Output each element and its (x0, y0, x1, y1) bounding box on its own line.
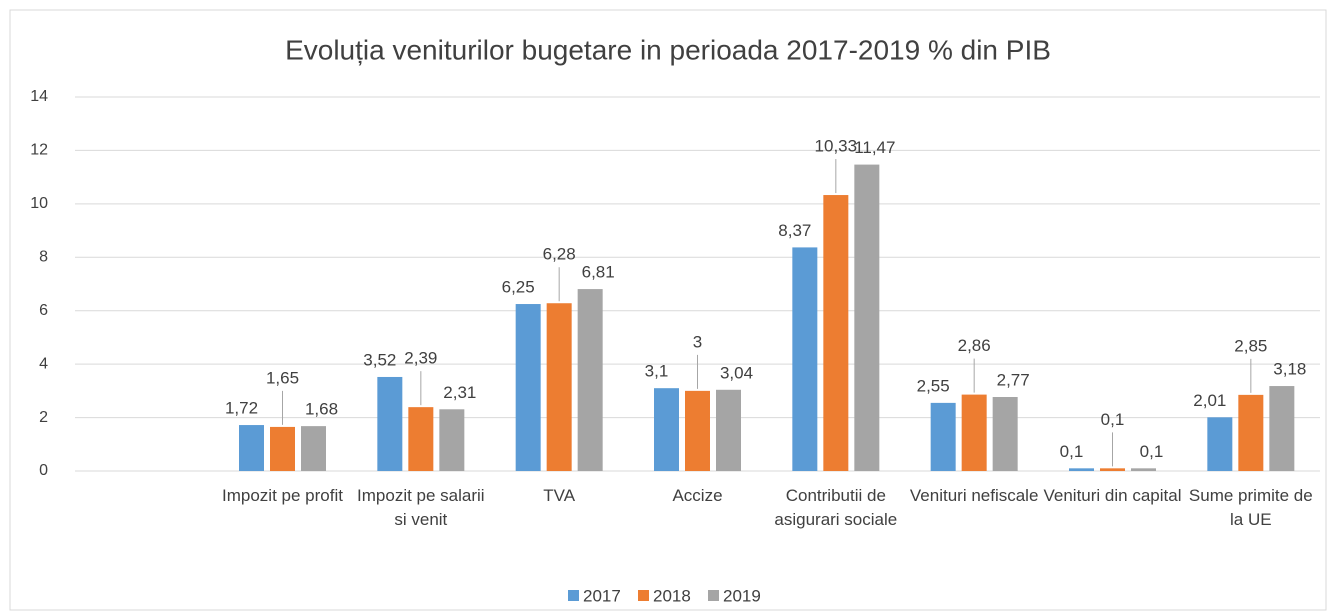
legend-label: 2019 (723, 586, 761, 605)
bar (270, 426, 295, 471)
data-label: 2,31 (443, 383, 476, 402)
data-label: 3,1 (645, 362, 669, 381)
y-tick-label: 8 (39, 249, 48, 266)
bar (716, 389, 741, 471)
bar (992, 397, 1018, 471)
y-tick-label: 14 (30, 88, 48, 105)
bar (1069, 468, 1094, 471)
y-tick-label: 10 (30, 195, 48, 212)
bar (439, 409, 465, 471)
bar (1269, 386, 1295, 471)
bar (239, 425, 264, 471)
data-label: 3 (693, 332, 702, 351)
data-label: 0,1 (1101, 410, 1125, 429)
bar (930, 402, 956, 471)
x-tick-label: TVA (543, 486, 576, 505)
data-label: 3,52 (363, 350, 396, 369)
data-label: 2,85 (1234, 336, 1267, 355)
legend-swatch (638, 590, 649, 601)
data-label: 6,28 (543, 245, 576, 264)
data-label: 11,47 (854, 138, 895, 157)
x-tick-label: Venituri din capital (1043, 486, 1182, 505)
data-label: 6,81 (582, 263, 615, 282)
y-tick-label: 0 (39, 462, 48, 479)
x-tick-label: Sume primite de la UE (1188, 486, 1313, 529)
data-label: 0,1 (1060, 442, 1084, 461)
bar (1207, 417, 1233, 471)
legend-label: 2017 (583, 586, 621, 605)
data-label: 2,39 (404, 349, 437, 368)
y-tick-label: 4 (39, 355, 48, 372)
bar (792, 247, 818, 471)
bar (823, 195, 849, 471)
data-label: 6,25 (502, 278, 535, 297)
chart-title: Evoluția veniturilor bugetare in perioad… (285, 34, 1051, 65)
x-tick-label: Impozit pe profit (222, 486, 343, 505)
data-label: 8,37 (778, 221, 811, 240)
x-tick-label: Contributii de asigurari sociale (774, 486, 898, 529)
data-label: 0,1 (1140, 442, 1164, 461)
data-label: 2,77 (997, 370, 1030, 389)
legend-label: 2018 (653, 586, 691, 605)
data-label: 1,65 (266, 368, 299, 387)
bar (1238, 394, 1264, 471)
y-tick-label: 6 (39, 302, 48, 319)
legend-swatch (708, 590, 719, 601)
data-label: 3,18 (1273, 360, 1306, 379)
bar (408, 407, 434, 471)
bar (1100, 468, 1125, 471)
x-tick-label: Accize (672, 486, 723, 505)
data-label: 3,04 (720, 363, 753, 382)
bar (301, 426, 326, 471)
bar (1131, 468, 1156, 471)
chart-frame (9, 9, 1327, 611)
y-tick-label: 12 (30, 142, 48, 159)
data-label: 2,01 (1193, 391, 1226, 410)
bar (854, 164, 880, 471)
x-tick-label: Impozit pe salarii si venit (357, 486, 485, 529)
data-label: 2,86 (958, 336, 991, 355)
bar (685, 390, 710, 471)
legend-swatch (568, 590, 579, 601)
bar (546, 303, 572, 471)
data-label: 1,68 (305, 400, 338, 419)
y-tick-label: 2 (39, 409, 48, 426)
x-tick-label: Venituri nefiscale (909, 486, 1039, 505)
bar (961, 394, 987, 471)
data-label: 1,72 (225, 399, 258, 418)
bar (654, 388, 679, 471)
bar (377, 376, 403, 471)
bar (515, 304, 541, 471)
bar (577, 289, 603, 471)
data-label: 10,33 (815, 137, 858, 156)
data-label: 2,55 (917, 376, 950, 395)
